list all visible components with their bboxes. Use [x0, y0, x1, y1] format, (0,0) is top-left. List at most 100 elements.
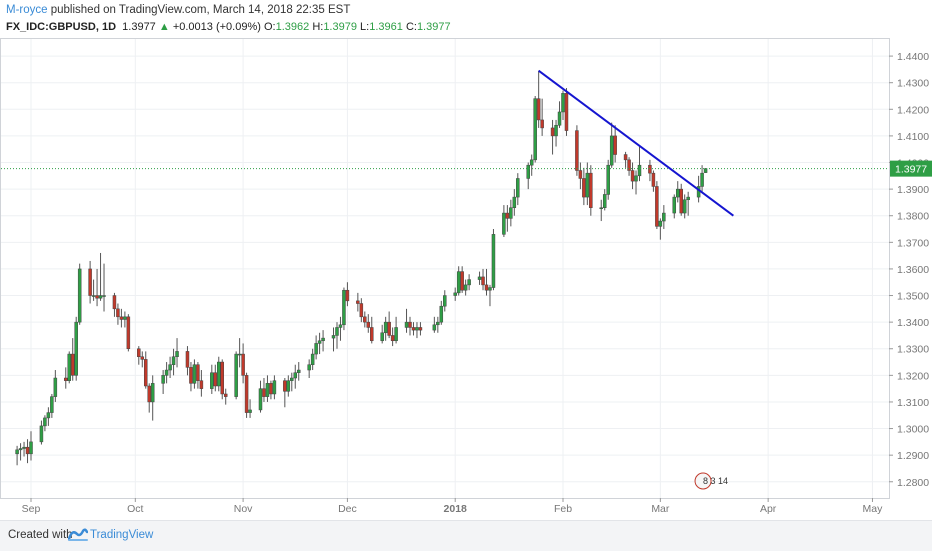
candle-body [599, 207, 603, 209]
candle-body [95, 295, 99, 299]
candlestick-chart[interactable]: 1.44001.43001.42001.41001.40001.39001.38… [0, 38, 932, 520]
candle-body [363, 316, 367, 323]
candle-body [269, 383, 273, 395]
candle-body [321, 337, 325, 342]
candle-body [564, 93, 569, 131]
candle-body [147, 385, 151, 403]
candle-body [192, 364, 197, 384]
candle-body [540, 119, 544, 129]
tradingview-brand-link[interactable]: TradingView [90, 529, 154, 541]
price-change: +0.0013 (+0.09%) [172, 21, 261, 33]
candle-body [686, 196, 690, 201]
open-value: 1.3962 [275, 21, 310, 33]
x-tick-label: Apr [760, 503, 777, 515]
candle-body [637, 164, 642, 177]
x-tick-label: Mar [651, 503, 670, 515]
candle-body [453, 292, 457, 296]
low-value: 1.3961 [369, 21, 403, 33]
published-text: published on TradingView.com, March 14, … [47, 4, 351, 16]
candle-body [418, 327, 423, 331]
last-price: 1.3977 [122, 21, 156, 33]
candle-body [602, 194, 607, 208]
candle-body [98, 295, 103, 299]
candle-body [383, 321, 388, 334]
candle-body [703, 168, 708, 173]
author-link[interactable]: M-royce [6, 4, 48, 16]
y-tick-label: 1.3000 [897, 424, 929, 436]
open-label: O: [263, 21, 276, 33]
candle-body [168, 364, 172, 371]
candle-body [655, 186, 659, 227]
candle-body [623, 154, 628, 161]
candle-body [43, 417, 47, 427]
candle-body [258, 388, 263, 411]
candle-body [411, 327, 416, 331]
candle-body [74, 321, 78, 376]
ohlc-legend: FX_IDC:GBPUSD, 1D 1.3977 ▲ +0.0013 (+0.0… [6, 21, 451, 33]
trendline [538, 69, 734, 217]
x-tick-label: Oct [127, 503, 143, 515]
candle-body [582, 178, 586, 198]
candle-body [477, 276, 482, 280]
candle-body [387, 321, 391, 336]
x-tick-label: May [863, 503, 884, 515]
candle-body [488, 287, 492, 291]
candle-body [171, 356, 176, 365]
publish-line: M-royce published on TradingView.com, Ma… [6, 4, 350, 16]
y-tick-label: 1.3900 [897, 184, 929, 196]
candle-body [199, 380, 204, 389]
candle-body [366, 321, 371, 328]
y-tick-label: 1.3600 [897, 264, 929, 276]
candle-body [338, 324, 343, 328]
candle-body [283, 380, 287, 392]
candle-body [516, 178, 520, 198]
candle-body [317, 340, 322, 344]
candle-body [210, 372, 214, 389]
candle-body [675, 188, 680, 198]
candle-body [126, 316, 131, 349]
candle-body [123, 316, 127, 320]
candle-body [290, 377, 294, 381]
y-tick-label: 1.3400 [897, 317, 929, 329]
candle-body [606, 164, 610, 195]
candle-body [223, 393, 228, 397]
close-value: 1.3977 [416, 21, 451, 33]
candle-body [237, 353, 242, 356]
candle-body [561, 93, 565, 113]
candle-body [314, 343, 318, 355]
candle-body [432, 324, 437, 331]
candle-body [88, 268, 92, 296]
candle-body [589, 172, 593, 208]
candle-body [53, 377, 58, 397]
tradingview-logo-icon[interactable] [67, 527, 89, 548]
candle-body [550, 127, 555, 137]
candle-body [46, 412, 51, 419]
candle-body [460, 271, 464, 291]
candle-body [150, 383, 155, 403]
candle-body [533, 98, 537, 161]
candle-body [585, 172, 590, 198]
low-label: L: [360, 21, 370, 33]
candle-body [234, 353, 238, 397]
candle-body [463, 284, 468, 291]
candle-body [529, 159, 534, 166]
chart-header: M-royce published on TradingView.com, Ma… [0, 0, 932, 38]
x-tick-label: 2018 [444, 503, 468, 515]
candle-body [443, 295, 447, 307]
y-tick-label: 1.4400 [897, 51, 929, 63]
candle-body [39, 425, 44, 443]
candle-body [77, 268, 82, 323]
candle-body [536, 98, 541, 121]
candle-body [613, 135, 617, 155]
candle-body [116, 308, 120, 318]
candle-body [394, 327, 398, 342]
candle-body [102, 295, 106, 297]
candle-body [456, 271, 461, 294]
candle-body [627, 159, 631, 171]
candle-body [356, 300, 360, 304]
candle-body [293, 372, 298, 379]
candle-body [196, 364, 200, 381]
candle-body [609, 135, 614, 166]
chart-area[interactable]: 1.44001.43001.42001.41001.40001.39001.38… [0, 38, 932, 520]
y-tick-label: 1.3500 [897, 291, 929, 303]
